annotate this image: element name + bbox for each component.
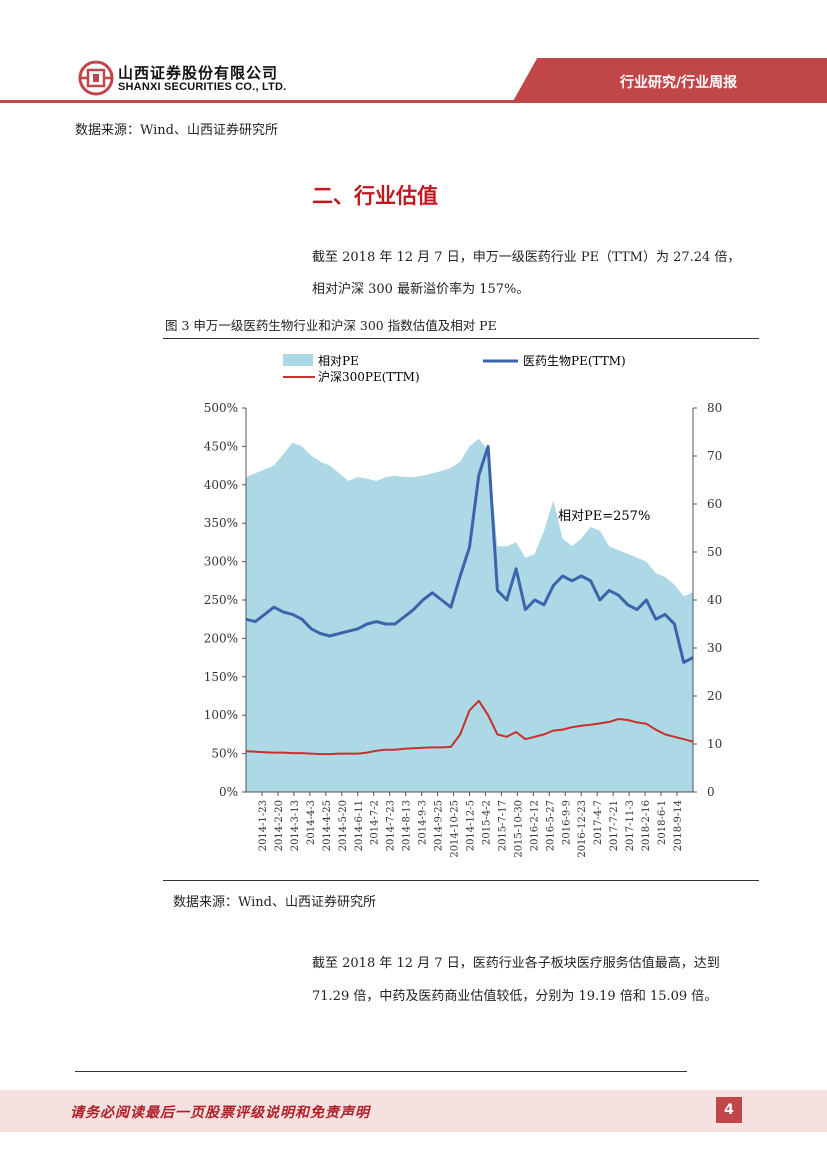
legend-label-relative: 相对PE <box>318 354 359 368</box>
x-tick-label: 2014-7-2 <box>370 800 381 845</box>
legend-label-pharma: 医药生物PE(TTM) <box>523 354 626 368</box>
legend-label-hs300: 沪深300PE(TTM) <box>318 370 420 384</box>
x-tick-label: 2016-9-9 <box>561 800 572 845</box>
legend-swatch-relative <box>283 354 313 366</box>
company-logo <box>78 60 114 96</box>
x-tick-label: 2014-9-25 <box>434 800 445 851</box>
y-right-tick-label: 50 <box>707 545 722 559</box>
x-tick-label: 2014-4-25 <box>322 800 333 851</box>
header-divider <box>0 100 827 103</box>
header-category: 行业研究/行业周报 <box>620 75 738 91</box>
x-tick-label: 2016-2-12 <box>529 800 540 851</box>
y-left-tick-label: 100% <box>204 708 238 722</box>
x-tick-label: 2018-9-14 <box>673 800 684 851</box>
footer-rule <box>75 1071 687 1072</box>
company-name-cn: 山西证券股份有限公司 <box>118 64 279 82</box>
x-tick-label: 2014-3-13 <box>290 800 301 851</box>
series-area-relative-pe <box>246 438 693 792</box>
y-right-tick-label: 70 <box>707 449 722 463</box>
paragraph-1-line-2: 相对沪深 300 最新溢价率为 157%。 <box>312 282 530 297</box>
x-tick-label: 2015-7-17 <box>497 800 508 851</box>
page-number: 4 <box>716 1097 742 1123</box>
valuation-chart: 相对PE 医药生物PE(TTM) 沪深300PE(TTM) 0% 50% 100% 1… <box>204 354 722 858</box>
x-tick-label: 2014-1-23 <box>258 800 269 851</box>
section-title: 二、行业估值 <box>312 184 438 208</box>
header-category-banner <box>512 58 827 103</box>
annotation-relative-pe: 相对PE=257% <box>558 509 650 524</box>
y-right-tick-label: 40 <box>707 593 722 607</box>
company-name-en: SHANXI SECURITIES CO., LTD. <box>118 81 287 93</box>
y-right-tick-label: 0 <box>707 785 715 799</box>
y-left-tick-label: 350% <box>204 516 238 530</box>
y-right-tick-label: 80 <box>707 401 722 415</box>
footer-band <box>0 1090 827 1132</box>
paragraph-2-line-2: 71.29 倍，中药及医药商业估值较低，分别为 19.19 倍和 15.09 倍… <box>312 989 718 1004</box>
figure-title: 图 3 申万一级医药生物行业和沪深 300 指数估值及相对 PE <box>165 318 497 333</box>
y-left-tick-label: 250% <box>204 593 238 607</box>
y-left-tick-label: 500% <box>204 401 238 415</box>
y-left-tick-label: 200% <box>204 631 238 645</box>
figure-bottom-rule <box>163 880 759 881</box>
x-tick-label: 2014-4-3 <box>306 800 317 845</box>
x-tick-label: 2014-9-3 <box>418 800 429 845</box>
series-line-hs300-pe <box>245 699 694 756</box>
x-tick-label: 2018-6-1 <box>657 800 668 845</box>
x-tick-label: 2014-8-13 <box>402 800 413 851</box>
y-left-tick-label: 0% <box>219 785 238 799</box>
x-tick-label: 2016-5-27 <box>545 800 556 851</box>
series-line-pharma-pe <box>245 444 694 664</box>
x-tick-label: 2017-7-21 <box>609 800 620 851</box>
y-left-tick-label: 400% <box>204 478 238 492</box>
x-tick-label: 2014-12-5 <box>466 800 477 851</box>
y-left-tick-label: 150% <box>204 670 238 684</box>
x-tick-label: 2014-10-25 <box>450 800 461 858</box>
x-tick-label: 2014-6-11 <box>354 800 365 851</box>
x-tick-label: 2017-11-3 <box>625 800 636 851</box>
x-tick-label: 2014-7-23 <box>386 800 397 851</box>
figure-top-rule <box>163 338 759 339</box>
x-tick-label: 2015-4-2 <box>481 800 492 845</box>
data-source-figure: 数据来源：Wind、山西证券研究所 <box>173 895 376 910</box>
footer-disclaimer: 请务必阅读最后一页股票评级说明和免责声明 <box>70 1105 370 1121</box>
y-right-tick-label: 10 <box>707 737 722 751</box>
x-tick-label: 2017-4-7 <box>593 800 604 845</box>
paragraph-2-line-1: 截至 2018 年 12 月 7 日，医药行业各子板块医疗服务估值最高，达到 <box>312 956 720 971</box>
paragraph-1-line-1: 截至 2018 年 12 月 7 日，申万一级医药行业 PE（TTM）为 27.… <box>312 250 741 265</box>
data-source-top: 数据来源：Wind、山西证券研究所 <box>75 123 278 138</box>
y-left-tick-label: 450% <box>204 439 238 453</box>
x-tick-label: 2018-2-16 <box>641 800 652 851</box>
x-tick-label: 2015-10-30 <box>513 800 524 858</box>
x-tick-label: 2014-2-20 <box>274 800 285 851</box>
y-left-tick-label: 50% <box>211 747 238 761</box>
y-right-tick-label: 60 <box>707 497 722 511</box>
x-tick-label: 2016-12-23 <box>577 800 588 858</box>
x-tick-label: 2014-5-20 <box>338 800 349 851</box>
y-left-tick-label: 300% <box>204 555 238 569</box>
y-right-tick-label: 30 <box>707 641 722 655</box>
y-right-tick-label: 20 <box>707 689 722 703</box>
